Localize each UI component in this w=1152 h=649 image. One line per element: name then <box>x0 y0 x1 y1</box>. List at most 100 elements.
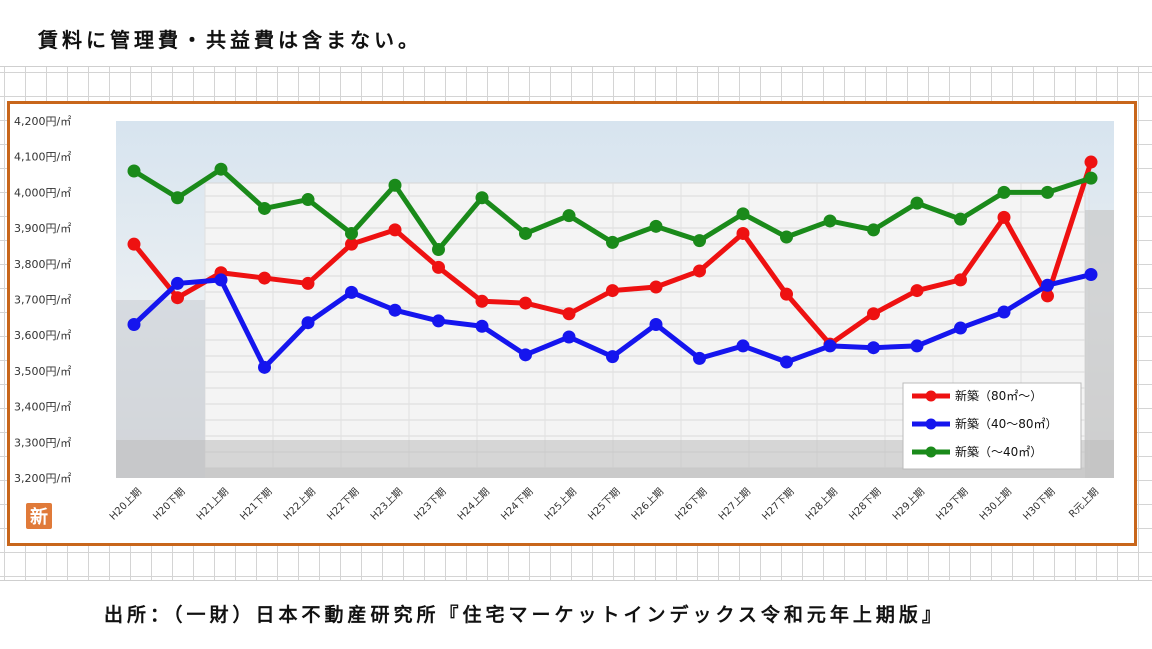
y-tick-label: 3,700円/㎡ <box>14 294 71 307</box>
new-badge-icon: 新 <box>26 503 52 529</box>
data-point <box>736 339 750 353</box>
rent-note: 賃料に管理費・共益費は含まない。 <box>38 28 422 52</box>
data-point <box>954 321 967 335</box>
data-point <box>780 230 793 244</box>
data-point <box>736 207 750 221</box>
data-point <box>606 235 619 249</box>
y-tick-label: 4,200円/㎡ <box>14 115 71 128</box>
x-tick-label: H23下期 <box>412 486 449 523</box>
legend-label: 新築（80㎡～） <box>955 388 1042 403</box>
data-point <box>388 223 402 237</box>
data-point <box>475 191 489 205</box>
data-point <box>258 271 271 285</box>
y-tick-label: 3,400円/㎡ <box>14 401 71 414</box>
data-point <box>780 355 793 369</box>
source-citation: 出所：（一財）日本不動産研究所『住宅マーケットインデックス令和元年上期版』 <box>104 604 945 626</box>
data-point <box>127 164 141 178</box>
data-point <box>475 294 489 308</box>
data-point <box>1041 278 1054 292</box>
legend-label: 新築（40～80㎡） <box>955 416 1058 431</box>
y-tick-label: 3,200円/㎡ <box>14 472 71 485</box>
x-tick-label: H23上期 <box>368 486 405 523</box>
x-tick-label: R元上期 <box>1067 486 1102 521</box>
x-tick-label: H28上期 <box>803 486 840 523</box>
x-tick-label: H24上期 <box>455 486 492 523</box>
x-tick-label: H25下期 <box>586 486 623 523</box>
data-point <box>171 291 184 305</box>
data-point <box>345 237 358 251</box>
data-point <box>606 350 619 364</box>
data-point <box>693 264 706 278</box>
data-point <box>954 212 967 226</box>
data-point <box>388 303 402 317</box>
data-point <box>519 226 532 240</box>
data-point <box>823 339 837 353</box>
data-point <box>1084 268 1098 282</box>
data-point <box>519 296 532 310</box>
data-point <box>432 243 445 257</box>
data-point <box>649 280 663 294</box>
data-point <box>867 341 880 355</box>
x-tick-label: H22上期 <box>281 486 318 523</box>
data-point <box>693 351 706 365</box>
data-point <box>171 191 184 205</box>
data-point <box>127 317 141 331</box>
data-point <box>345 285 358 299</box>
data-point <box>997 305 1011 319</box>
x-tick-label: H27上期 <box>716 486 753 523</box>
y-tick-label: 3,900円/㎡ <box>14 222 71 235</box>
x-tick-label: H30上期 <box>977 486 1014 523</box>
data-point <box>823 214 837 228</box>
data-point <box>606 284 619 298</box>
data-point <box>910 196 924 210</box>
data-point <box>997 210 1011 224</box>
data-point <box>345 226 358 240</box>
x-tick-label: H30下期 <box>1021 486 1058 523</box>
data-point <box>693 234 706 248</box>
data-point <box>649 317 663 331</box>
data-point <box>562 307 576 321</box>
y-tick-label: 3,800円/㎡ <box>14 258 71 271</box>
y-tick-label: 3,300円/㎡ <box>14 436 71 449</box>
data-point <box>301 276 315 290</box>
footer-band <box>0 580 1152 649</box>
y-tick-label: 3,600円/㎡ <box>14 329 71 342</box>
data-point <box>736 226 750 240</box>
data-point <box>432 260 445 274</box>
legend-swatch-dot <box>925 418 937 430</box>
data-point <box>475 319 489 333</box>
header-band <box>0 0 1152 67</box>
data-point <box>867 223 880 237</box>
data-point <box>997 185 1011 199</box>
data-point <box>1041 185 1054 199</box>
data-point <box>301 316 315 330</box>
x-tick-label: H20下期 <box>151 486 188 523</box>
data-point <box>780 287 793 301</box>
x-tick-label: H21上期 <box>194 486 231 523</box>
data-point <box>258 201 271 215</box>
y-tick-label: 4,100円/㎡ <box>14 151 71 164</box>
data-point <box>562 209 576 223</box>
data-point <box>171 276 184 290</box>
x-tick-label: H29下期 <box>934 486 971 523</box>
data-point <box>127 237 141 251</box>
data-point <box>214 162 228 176</box>
x-tick-label: H20上期 <box>107 486 144 523</box>
x-tick-label: H21下期 <box>238 486 275 523</box>
data-point <box>954 273 967 287</box>
data-point <box>301 193 315 207</box>
x-tick-label: H25上期 <box>542 486 579 523</box>
data-point <box>910 339 924 353</box>
x-tick-label: H22下期 <box>325 486 362 523</box>
data-point <box>258 360 271 374</box>
x-tick-label: H28下期 <box>847 486 884 523</box>
legend-swatch-dot <box>925 446 937 458</box>
data-point <box>519 348 532 362</box>
x-tick-label: H24下期 <box>499 486 536 523</box>
legend-label: 新築（～40㎡） <box>955 444 1042 459</box>
data-point <box>214 273 228 287</box>
data-point <box>1084 171 1098 185</box>
x-tick-label: H29上期 <box>890 486 927 523</box>
data-point <box>910 284 924 298</box>
